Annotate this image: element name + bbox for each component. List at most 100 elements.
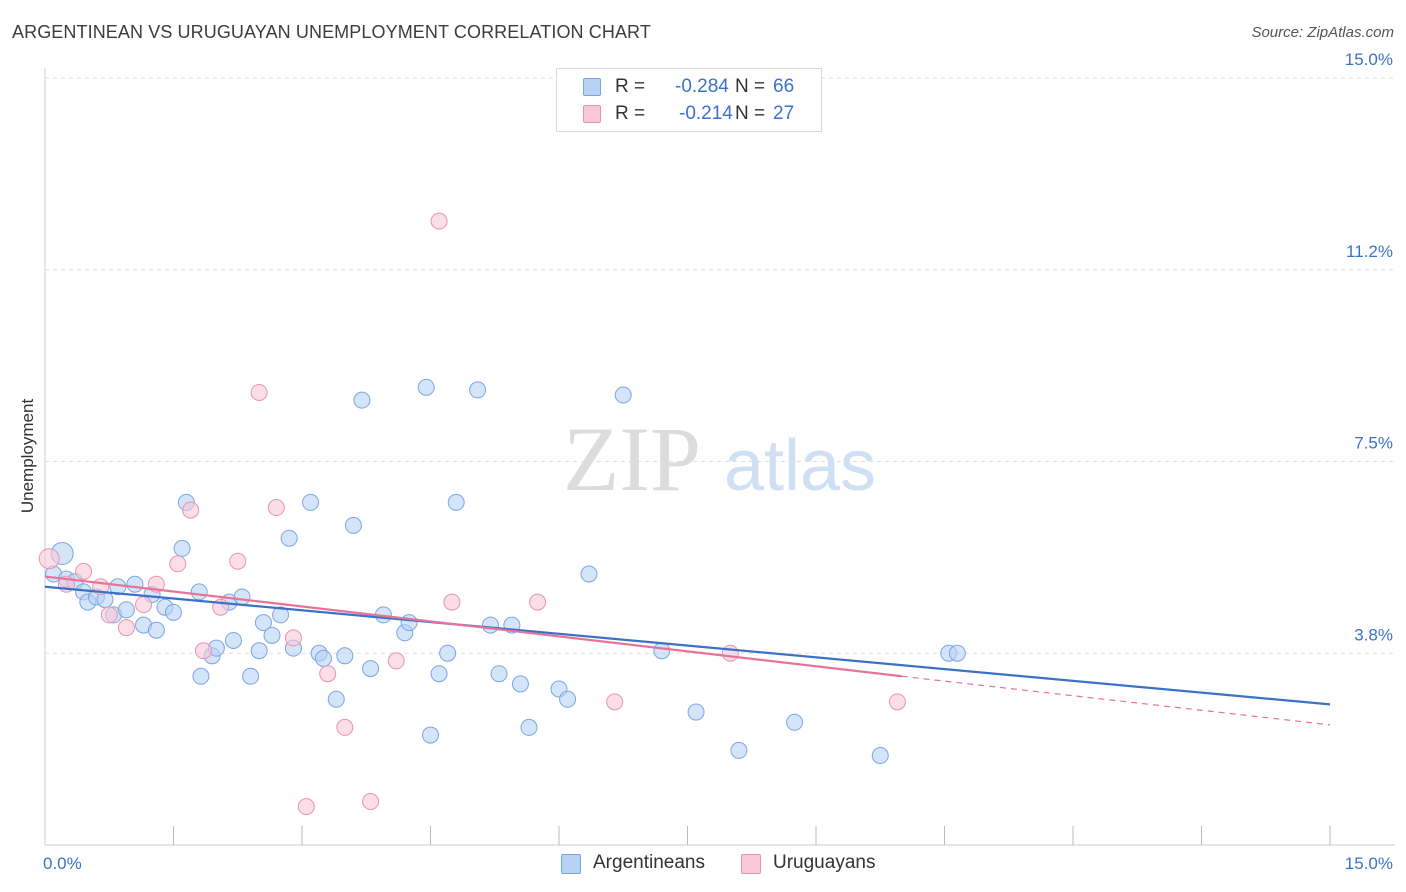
point-argentineans [559,690,577,708]
point-argentineans [687,703,705,721]
point-argentineans [327,690,345,708]
legend-n-label: N = [735,103,766,124]
bottom-legend-swatch-uruguayans [741,854,761,874]
point-argentineans [786,713,804,731]
point-uruguayans [267,499,285,517]
point-uruguayans [169,555,187,573]
point-argentineans [447,493,465,511]
point-argentineans [147,621,165,639]
point-uruguayans [250,383,268,401]
watermark-atlas: atlas [724,426,876,506]
point-argentineans [490,665,508,683]
point-argentineans [280,529,298,547]
point-uruguayans [75,562,93,580]
point-uruguayans [284,629,302,647]
legend-swatch-uruguayans [583,105,601,123]
legend-r-label: R = [615,103,646,124]
point-argentineans [117,601,135,619]
point-argentineans [302,493,320,511]
legend-swatch-argentineans [583,78,601,96]
point-uruguayans [430,212,448,230]
grid-layer [45,77,1395,654]
point-argentineans [254,614,272,632]
point-argentineans [653,642,671,660]
trend-layer [44,575,1331,726]
point-uruguayans [194,642,212,660]
trendline-extension-uruguayans [901,675,1331,726]
legend-r-label: R = [615,76,646,97]
point-argentineans [580,565,598,583]
points-layer [38,212,966,816]
point-argentineans [344,516,362,534]
point-uruguayans [387,652,405,670]
trendline-argentineans [44,585,1331,706]
bottom-legend-label-uruguayans: Uruguayans [773,852,876,873]
point-argentineans [511,675,529,693]
chart-title: ARGENTINEAN VS URUGUAYAN UNEMPLOYMENT CO… [12,22,651,42]
point-uruguayans [362,793,380,811]
point-argentineans [422,726,439,744]
point-argentineans [126,575,144,593]
point-argentineans [250,642,268,660]
point-argentineans [314,649,332,667]
point-uruguayans [229,552,247,570]
point-argentineans [469,381,487,399]
watermark: ZIP atlas [563,408,876,510]
point-argentineans [224,631,242,649]
point-argentineans [353,391,371,409]
watermark-zip: ZIP [563,408,701,510]
point-uruguayans [888,693,906,711]
point-argentineans [400,614,418,632]
point-argentineans [336,647,354,665]
point-uruguayans [319,665,337,683]
x-tick-label: 15.0% [1345,854,1393,873]
point-uruguayans [117,619,135,637]
trendline-uruguayans [44,575,902,678]
point-uruguayans [297,798,315,816]
legend-n-label: N = [735,76,766,97]
y-tick-label: 15.0% [1345,50,1393,69]
correlation-legend: R = -0.284 N = 66 R = -0.214 N = 27 [556,68,822,132]
x-tick-label: 0.0% [43,854,82,873]
point-argentineans [948,644,966,662]
point-uruguayans [606,693,624,711]
legend-n-value-uruguayans: 27 [773,103,795,124]
point-argentineans [233,588,251,606]
point-argentineans [730,741,748,759]
point-argentineans [439,644,457,662]
y-axis-label: Unemployment [18,399,37,514]
point-argentineans [242,667,260,685]
legend-r-value-uruguayans: -0.214 [679,103,733,124]
point-uruguayans [721,644,739,662]
point-argentineans [417,378,435,396]
point-uruguayans [182,501,200,519]
point-argentineans [614,386,632,404]
point-argentineans [263,626,281,644]
point-argentineans [190,583,208,601]
bottom-legend-label-argentineans: Argentineans [593,852,705,873]
point-uruguayans [100,606,118,624]
point-argentineans [173,539,191,557]
point-argentineans [362,660,380,678]
point-argentineans [430,665,448,683]
point-uruguayans [443,593,461,611]
y-tick-label: 11.2% [1346,242,1393,261]
axis-layer: 3.8% 7.5% 11.2% 15.0% 0.0% 15.0% [43,50,1395,873]
legend-n-value-argentineans: 66 [773,76,795,97]
source-label: Source: ZipAtlas.com [1251,24,1394,41]
point-uruguayans [135,596,153,614]
point-uruguayans [38,548,60,570]
legend-r-value-argentineans: -0.284 [675,76,729,97]
point-uruguayans [336,718,354,736]
point-argentineans [481,616,499,634]
point-argentineans [192,667,210,685]
point-uruguayans [529,593,547,611]
point-argentineans [871,747,889,765]
bottom-legend-swatch-argentineans [561,854,581,874]
point-argentineans [520,718,538,736]
y-tick-label: 7.5% [1354,434,1393,453]
point-argentineans [165,603,182,621]
y-tick-label: 3.8% [1354,625,1393,644]
point-argentineans [272,606,290,624]
